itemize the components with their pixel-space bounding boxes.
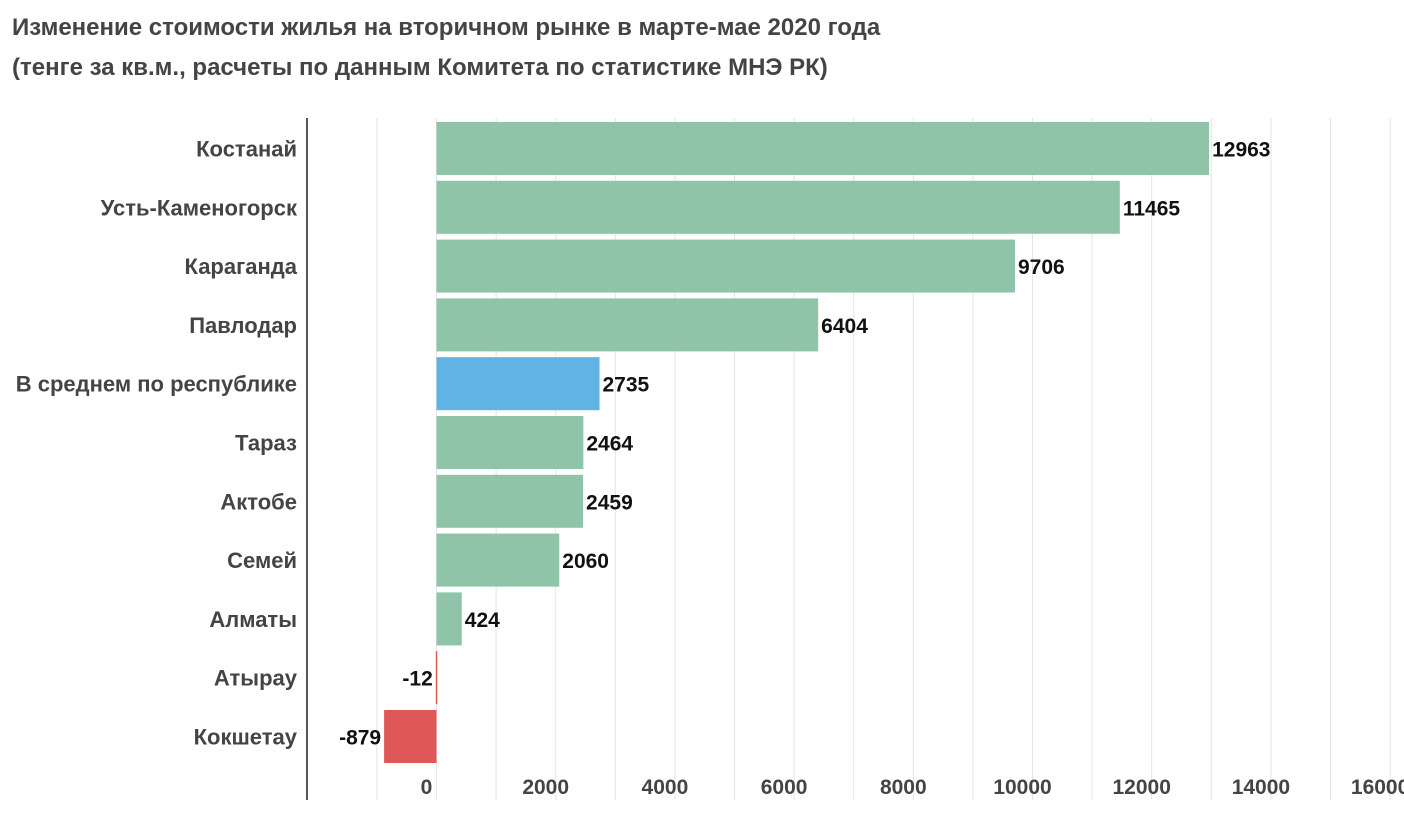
bar [436, 533, 560, 587]
data-label: -879 [339, 727, 381, 750]
category-label: Алматы [209, 607, 297, 632]
x-tick-label: 16000 [1351, 776, 1404, 799]
bar [436, 474, 584, 528]
category-label: Павлодар [189, 313, 297, 338]
x-tick-label: 8000 [880, 776, 927, 799]
data-label: 2060 [562, 550, 609, 573]
bar [384, 710, 437, 763]
category-label: Семей [227, 548, 297, 573]
bar [436, 416, 584, 469]
data-label: 2735 [603, 374, 650, 397]
data-label: 9706 [1018, 256, 1065, 279]
category-label: Костанай [196, 137, 297, 162]
category-label: Тараз [235, 431, 297, 456]
bar [436, 122, 1210, 175]
data-label: 6404 [821, 315, 868, 338]
bar [436, 357, 600, 411]
data-label: 12963 [1212, 139, 1270, 162]
x-tick-label: 10000 [993, 776, 1051, 799]
bar [436, 298, 819, 352]
bar [436, 239, 1015, 293]
x-tick-label: 2000 [522, 776, 569, 799]
chart-title: Изменение стоимости жилья на вторичном р… [12, 14, 881, 41]
chart-subtitle: (тенге за кв.м., расчеты по данным Комит… [12, 54, 828, 81]
x-tick-label: 12000 [1112, 776, 1170, 799]
bar [435, 651, 438, 705]
x-tick-label: 0 [421, 776, 433, 799]
data-label: -12 [402, 668, 432, 691]
bar [436, 180, 1120, 234]
category-label: Усть-Каменогорск [101, 195, 298, 220]
category-label: Актобе [220, 489, 297, 514]
data-label: 2459 [586, 491, 633, 514]
data-label: 2464 [586, 433, 633, 456]
x-tick-label: 4000 [642, 776, 689, 799]
data-label: 11465 [1123, 197, 1181, 220]
chart-title-block: Изменение стоимости жилья на вторичном р… [12, 8, 880, 88]
bar [436, 592, 462, 646]
x-tick-label: 14000 [1232, 776, 1290, 799]
x-tick-label: 6000 [761, 776, 808, 799]
category-label: Кокшетау [194, 725, 298, 750]
data-label: 424 [465, 609, 500, 632]
category-label: Караганда [185, 254, 298, 279]
category-label: Атырау [214, 666, 298, 691]
category-label: В среднем по республике [16, 372, 297, 397]
